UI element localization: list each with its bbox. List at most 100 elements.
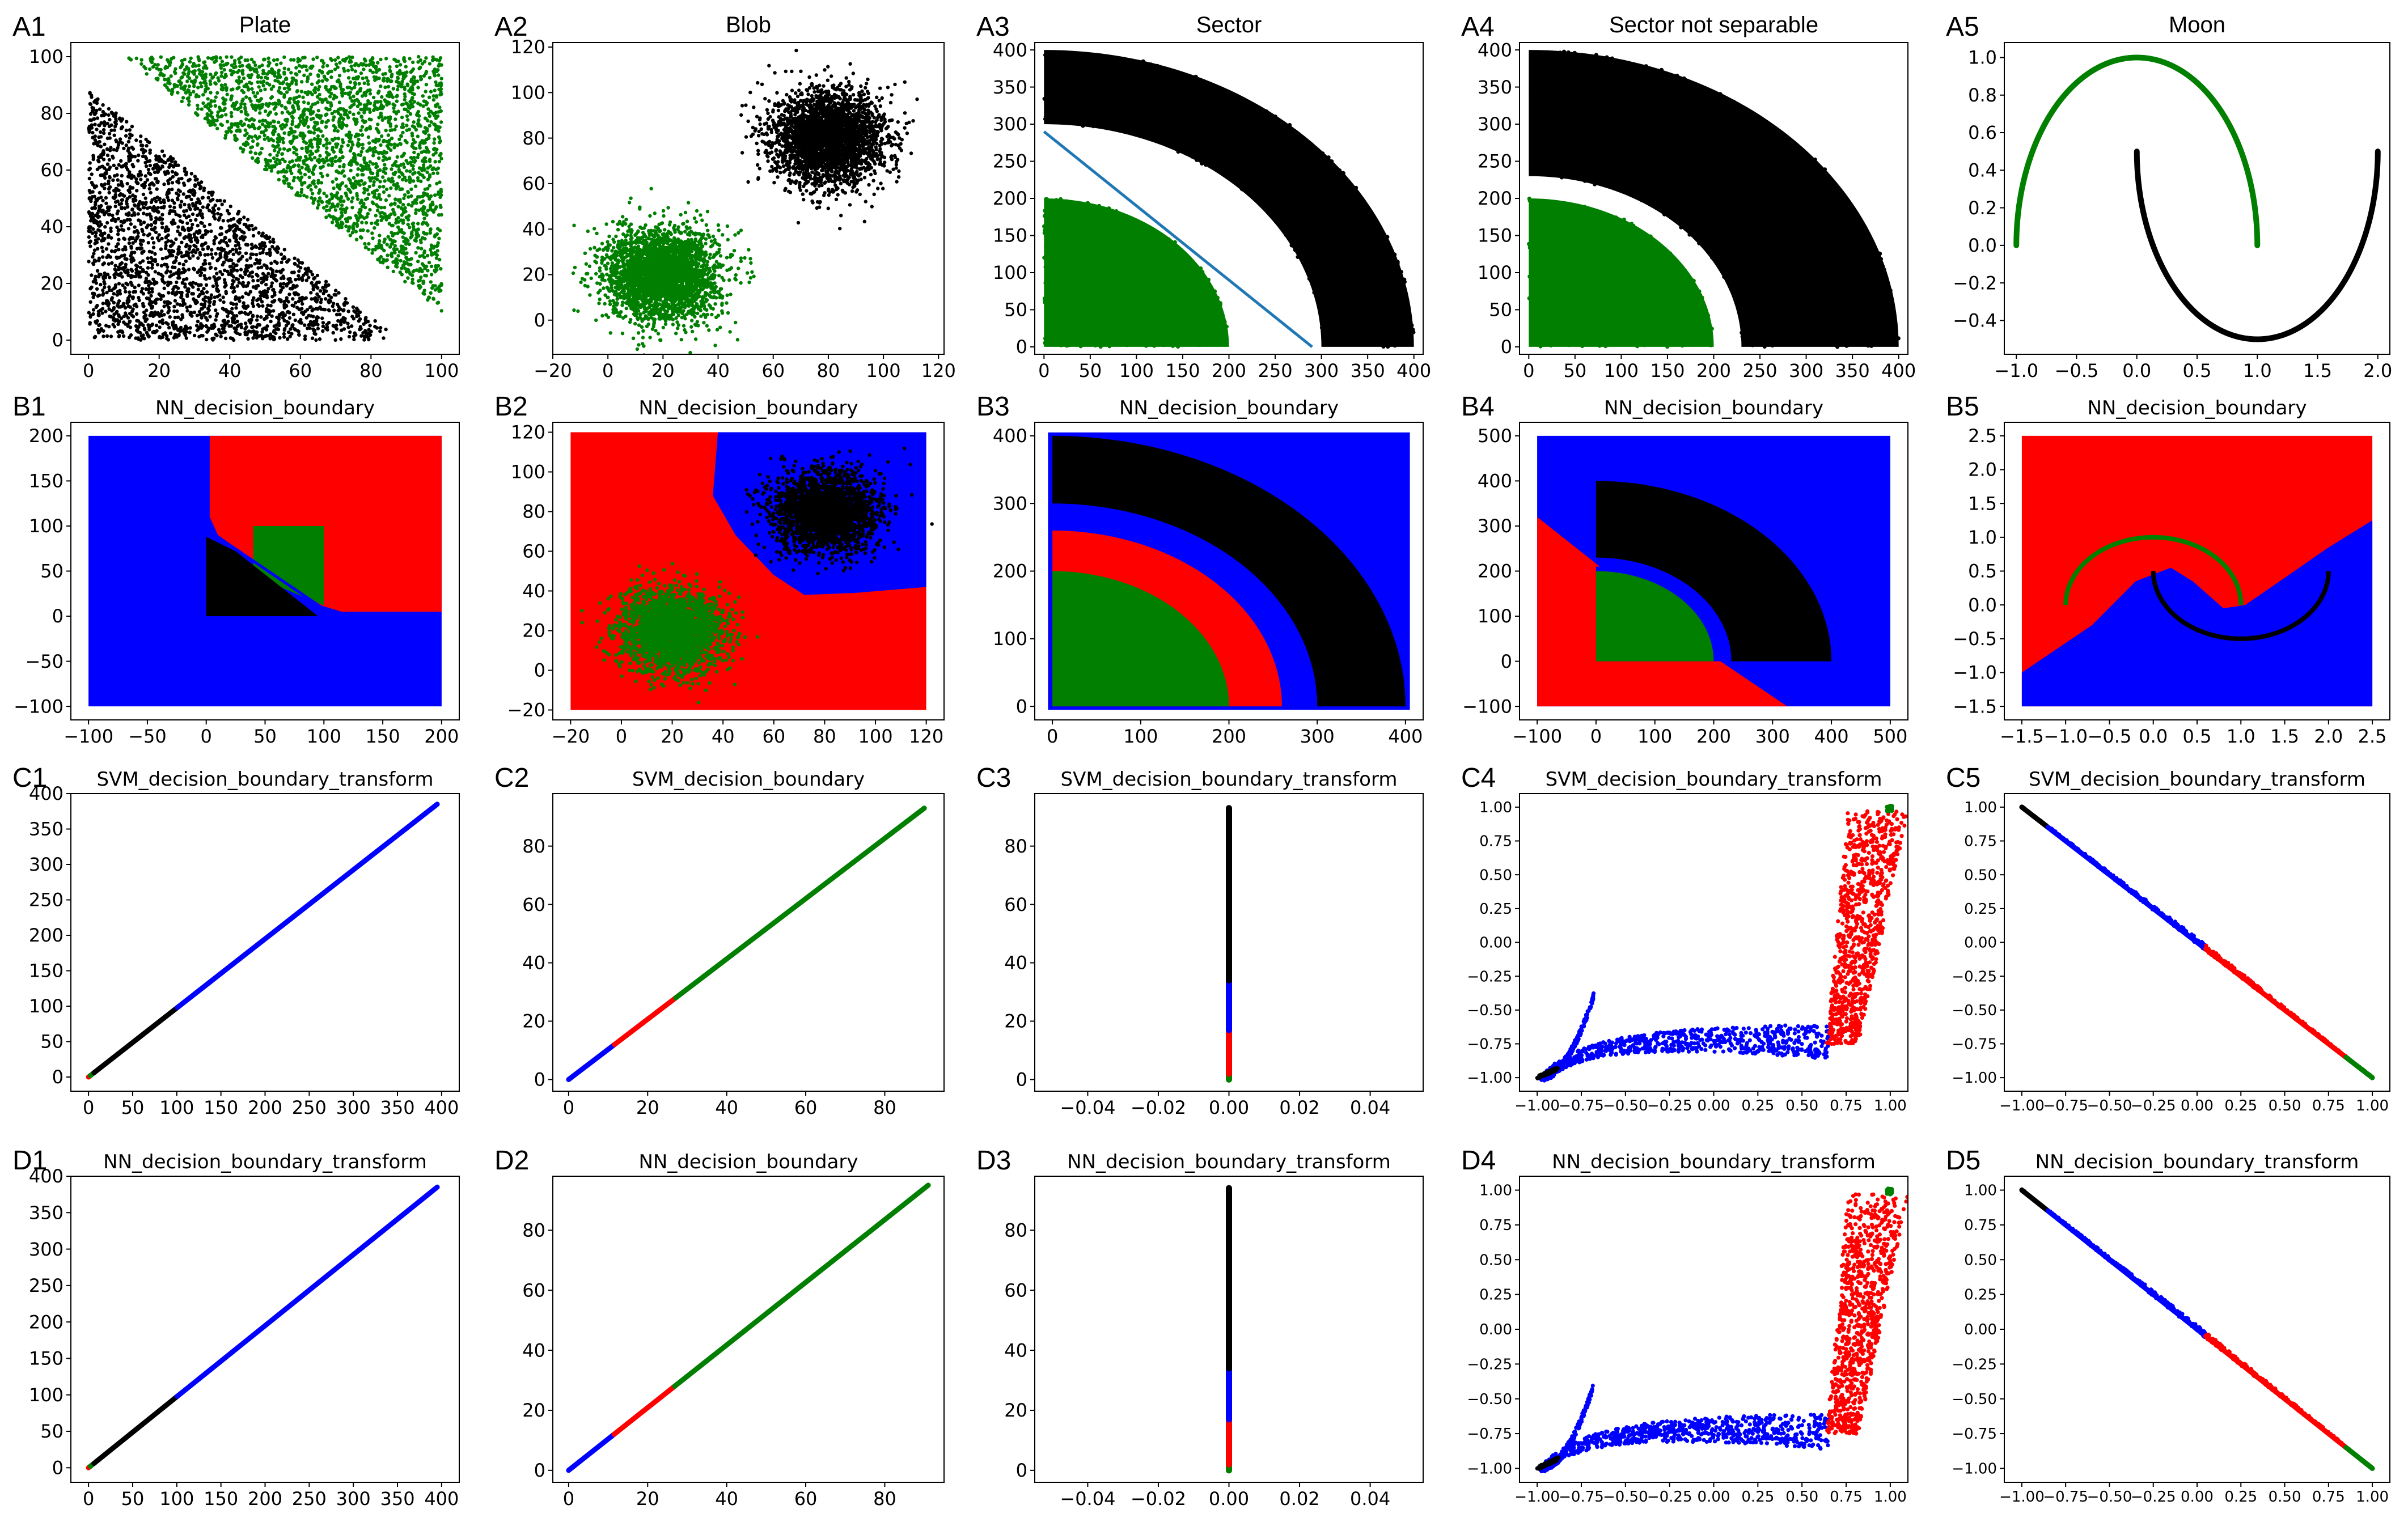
x-tick-label: 300 [1300,726,1335,747]
x-tick-label: 100 [1123,726,1158,747]
y-tick-label: 400 [993,425,1027,447]
plot-area [2013,54,2381,342]
x-tick-label: 300 [336,1097,371,1118]
y-tick-label: 40 [522,218,545,240]
chart-title: NN_decision_boundary_transform [1067,1151,1391,1173]
x-tick-label: 100 [866,360,901,381]
chart-title: Sector [1196,12,1262,37]
series-segment-black [91,1005,180,1075]
y-tick-label: 40 [522,1339,545,1361]
x-tick-label: 150 [204,1097,238,1118]
y-tick-label: 100 [1478,605,1512,627]
y-tick-label: 1.0 [1968,527,1997,548]
y-tick-label: 60 [522,1279,545,1301]
data-points-black [2020,804,2049,828]
panel-label: C2 [494,763,529,793]
panel-D1: 0 50 100 150 200 250 300 350 400 0 50 100 150 200 250 3… [12,1146,460,1510]
x-tick-label: 0 [201,726,212,747]
x-tick-label: −0.5 [2088,726,2132,747]
x-tick-label: 150 [1650,360,1685,381]
x-tick-label: 150 [204,1488,238,1510]
y-tick-label: 50 [40,561,64,582]
series-segment-blue [175,1184,440,1399]
y-tick-label: −0.50 [1952,1391,1997,1408]
y-tick-label: 0.25 [1964,901,1997,918]
y-tick-label: 2.0 [1968,459,1997,481]
x-tick-label: −1.00 [1999,1097,2045,1114]
chart-title: SVM_decision_boundary_transform [1060,768,1397,791]
x-tick-label: 0.00 [2181,1097,2214,1114]
x-tick-label: −0.50 [2087,1097,2132,1114]
x-tick-label: 1.5 [2303,360,2332,381]
y-tick-label: 400 [993,39,1027,61]
data-points-blue [1538,991,1830,1083]
x-tick-label: 100 [424,360,459,381]
y-tick-label: 100 [511,82,545,104]
y-tick-label: 400 [29,1165,64,1187]
y-tick-label: 150 [993,225,1027,247]
y-tick-label: 0 [52,1457,64,1478]
x-tick-label: 100 [307,726,341,747]
x-tick-label: 20 [147,360,171,381]
panel-label: A5 [1946,12,1979,42]
x-tick-label: −100 [64,726,113,747]
x-tick-label: −0.04 [1060,1488,1115,1510]
panel-label: C3 [976,763,1011,793]
x-tick-label: 0 [83,1097,94,1118]
panel-label: B3 [976,392,1010,422]
y-tick-label: 250 [993,151,1027,172]
x-tick-label: 100 [1119,360,1154,381]
data-points-blue [1538,1383,1831,1474]
y-tick-label: 60 [1004,1279,1027,1301]
x-tick-label: 100 [159,1488,194,1510]
x-tick-label: 0 [602,360,613,381]
chart-title: SVM_decision_boundary_transform [96,768,433,791]
x-tick-label: 80 [873,1097,896,1118]
class-region-black [1044,50,1414,347]
x-tick-label: 0 [83,1488,94,1510]
y-tick-label: 300 [29,1239,64,1260]
x-tick-label: 0.25 [1741,1489,1774,1506]
y-tick-label: 1.00 [1964,1182,1997,1199]
x-tick-label: 350 [1835,360,1870,381]
y-tick-label: 100 [1478,262,1512,283]
data-points-red [2204,1332,2347,1449]
y-tick-label: −0.25 [1952,968,1997,985]
chart-title: NN_decision_boundary [1119,397,1339,419]
chart-title: NN_decision_boundary [2087,397,2307,419]
y-tick-label: −0.75 [1952,1036,1997,1053]
y-tick-label: 200 [1478,188,1512,209]
x-tick-label: −0.25 [2131,1097,2176,1114]
x-tick-label: −0.50 [2087,1489,2132,1506]
y-tick-label: 60 [40,159,64,181]
x-tick-label: −0.25 [2131,1489,2176,1506]
moon-lower-black [2134,149,2381,342]
y-tick-label: 0.00 [1479,935,1512,952]
y-tick-label: 100 [993,262,1027,283]
axes-frame [552,793,945,1092]
x-tick-label: 200 [248,1488,282,1510]
x-tick-label: 200 [248,1097,282,1118]
y-tick-label: 500 [1478,425,1512,447]
y-tick-label: 2.5 [1968,425,1997,447]
y-tick-label: 0.50 [1964,1252,1997,1269]
y-tick-label: 0.0 [1968,594,1997,616]
x-tick-label: −20 [552,726,590,747]
panel-B4: −100 0 100 200 300 400 500 −100 0 100 200 300 400 500… [1461,392,1908,747]
x-tick-label: 40 [715,1488,738,1510]
data-points-black [87,91,388,342]
x-tick-label: 1.0 [2227,726,2255,747]
plot-area [88,435,442,707]
y-tick-label: 60 [1004,894,1027,915]
y-tick-label: 300 [1478,113,1512,135]
panel-label: A4 [1461,12,1495,42]
data-points-green [1885,1186,1894,1197]
y-tick-label: 40 [522,952,545,974]
panel-label: D4 [1461,1146,1496,1176]
plot-area [1042,50,1416,349]
panel-label: D1 [12,1146,47,1176]
series-segment-blue [566,1431,617,1473]
x-tick-label: 0 [563,1097,574,1118]
x-tick-label: −0.50 [1603,1489,1648,1506]
x-tick-label: 80 [359,360,383,381]
